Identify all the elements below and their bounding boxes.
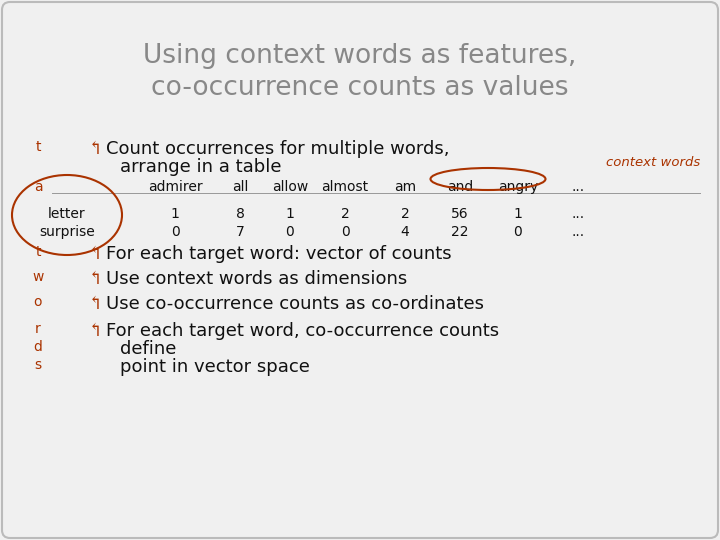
Text: o: o — [34, 295, 42, 309]
Text: all: all — [232, 180, 248, 194]
Text: point in vector space: point in vector space — [120, 358, 310, 376]
Text: 8: 8 — [235, 207, 244, 221]
Text: ...: ... — [572, 207, 585, 221]
Text: r: r — [35, 322, 41, 336]
Text: t: t — [35, 245, 41, 259]
Text: d: d — [34, 340, 42, 354]
Text: ...: ... — [572, 225, 585, 239]
Text: 1: 1 — [171, 207, 179, 221]
Text: ↰: ↰ — [88, 295, 103, 313]
Text: admirer: admirer — [148, 180, 202, 194]
Text: Count occurrences for multiple words,: Count occurrences for multiple words, — [106, 140, 449, 158]
Text: 0: 0 — [341, 225, 349, 239]
Text: 1: 1 — [286, 207, 294, 221]
Text: ...: ... — [572, 180, 585, 194]
Text: almost: almost — [321, 180, 369, 194]
Text: and: and — [447, 180, 473, 194]
Text: 2: 2 — [400, 207, 410, 221]
Text: define: define — [120, 340, 176, 358]
Text: 0: 0 — [513, 225, 523, 239]
Text: 7: 7 — [235, 225, 244, 239]
Text: ↰: ↰ — [88, 270, 103, 288]
Text: am: am — [394, 180, 416, 194]
Text: a: a — [34, 180, 42, 194]
Text: 4: 4 — [400, 225, 410, 239]
Text: w: w — [32, 270, 44, 284]
Text: s: s — [35, 358, 42, 372]
Text: 56: 56 — [451, 207, 469, 221]
Text: arrange in a table: arrange in a table — [120, 158, 282, 176]
Text: t: t — [35, 140, 41, 154]
Text: ↰: ↰ — [88, 140, 103, 158]
Text: For each target word, co-occurrence counts: For each target word, co-occurrence coun… — [106, 322, 499, 340]
Text: letter: letter — [48, 207, 86, 221]
Text: Using context words as features,
co-occurrence counts as values: Using context words as features, co-occu… — [143, 43, 577, 101]
Text: context words: context words — [606, 156, 700, 169]
Text: 0: 0 — [171, 225, 179, 239]
Text: 2: 2 — [341, 207, 349, 221]
Text: 1: 1 — [513, 207, 523, 221]
Text: Use co-occurrence counts as co-ordinates: Use co-occurrence counts as co-ordinates — [106, 295, 484, 313]
Text: ↰: ↰ — [88, 245, 103, 263]
Text: ↰: ↰ — [88, 322, 103, 340]
Text: allow: allow — [272, 180, 308, 194]
Text: surprise: surprise — [39, 225, 95, 239]
Text: 22: 22 — [451, 225, 469, 239]
Text: angry: angry — [498, 180, 538, 194]
Text: For each target word: vector of counts: For each target word: vector of counts — [106, 245, 451, 263]
Text: 0: 0 — [286, 225, 294, 239]
Text: Use context words as dimensions: Use context words as dimensions — [106, 270, 408, 288]
